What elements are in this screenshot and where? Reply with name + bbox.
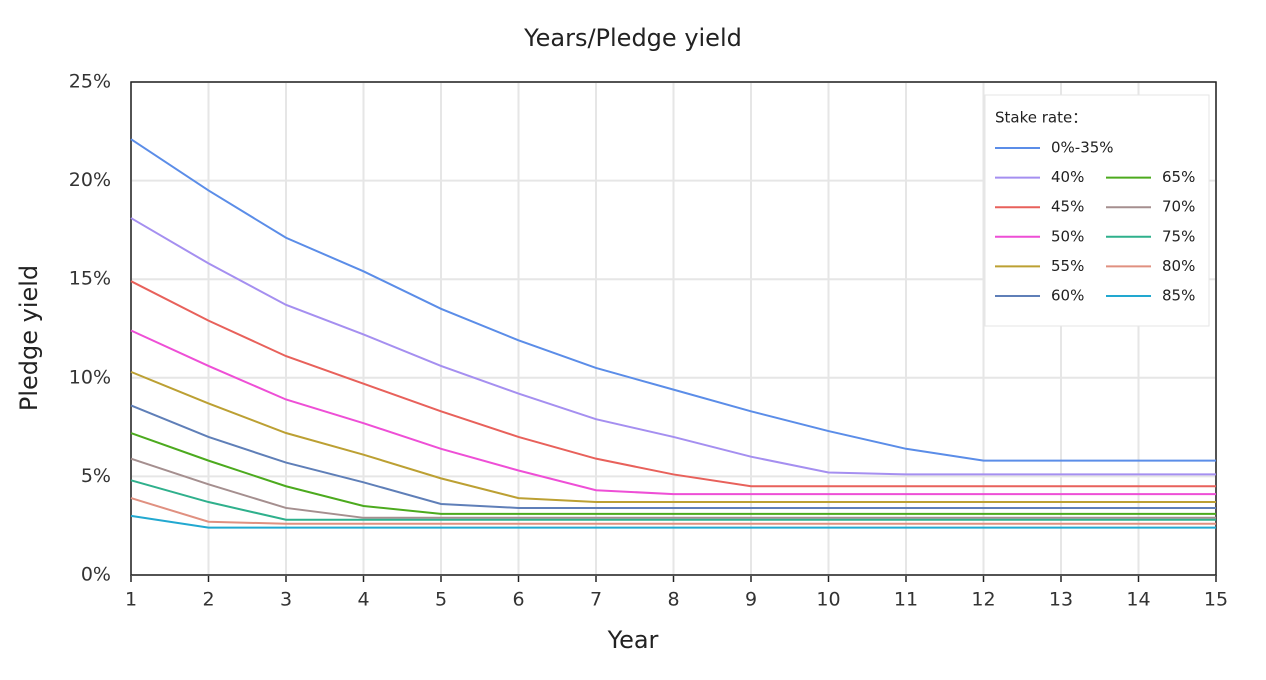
y-tick-label: 25% (69, 71, 111, 93)
series-line (130, 280, 1216, 488)
x-tick-label: 14 (1126, 589, 1150, 611)
legend-label: 45% (1051, 198, 1084, 216)
y-axis-label: Pledge yield (15, 265, 43, 411)
x-tick-label: 1 (125, 589, 137, 611)
legend-label: 50% (1051, 227, 1084, 245)
series-line (130, 138, 1216, 462)
series-line (130, 457, 1216, 519)
legend-label: 55% (1051, 257, 1084, 275)
legend-label: 80% (1162, 257, 1195, 275)
x-tick-label: 5 (435, 589, 447, 611)
x-tick-label: 4 (357, 589, 369, 611)
legend-label: 85% (1162, 287, 1195, 305)
x-tick-label: 15 (1204, 589, 1228, 611)
x-axis-label: Year (607, 626, 659, 654)
x-tick-label: 2 (202, 589, 214, 611)
x-tick-label: 13 (1049, 589, 1073, 611)
x-tick-label: 3 (280, 589, 292, 611)
x-tick-label: 12 (971, 589, 995, 611)
x-tick-label: 10 (816, 589, 840, 611)
series-line (130, 514, 1216, 529)
series-line (130, 404, 1216, 509)
x-tick-label: 6 (512, 589, 524, 611)
series-line (130, 370, 1216, 504)
legend-label: 75% (1162, 227, 1195, 245)
y-tick-label: 20% (69, 169, 111, 191)
y-tick-label: 10% (69, 366, 111, 388)
legend-box (984, 94, 1210, 327)
x-tick-label: 8 (667, 589, 679, 611)
x-tick-label: 7 (590, 589, 602, 611)
chart-title: Years/Pledge yield (523, 24, 742, 52)
x-tick-label: 9 (745, 589, 757, 611)
x-tick-label: 11 (894, 589, 918, 611)
y-tick-label: 5% (81, 465, 111, 487)
y-tick-label: 0% (81, 564, 111, 586)
legend-label: 65% (1162, 168, 1195, 186)
legend-label: 40% (1051, 168, 1084, 186)
legend-title: Stake rate： (995, 109, 1087, 127)
y-tick-label: 15% (69, 268, 111, 290)
series-line (130, 217, 1216, 476)
series-line (130, 432, 1216, 515)
series-line (130, 497, 1216, 525)
legend-label: 0%-35% (1051, 139, 1114, 157)
legend-label: 60% (1051, 287, 1084, 305)
plot-frame (130, 81, 1217, 576)
legend-label: 70% (1162, 198, 1195, 216)
series-line (130, 479, 1216, 521)
series-line (130, 329, 1216, 496)
